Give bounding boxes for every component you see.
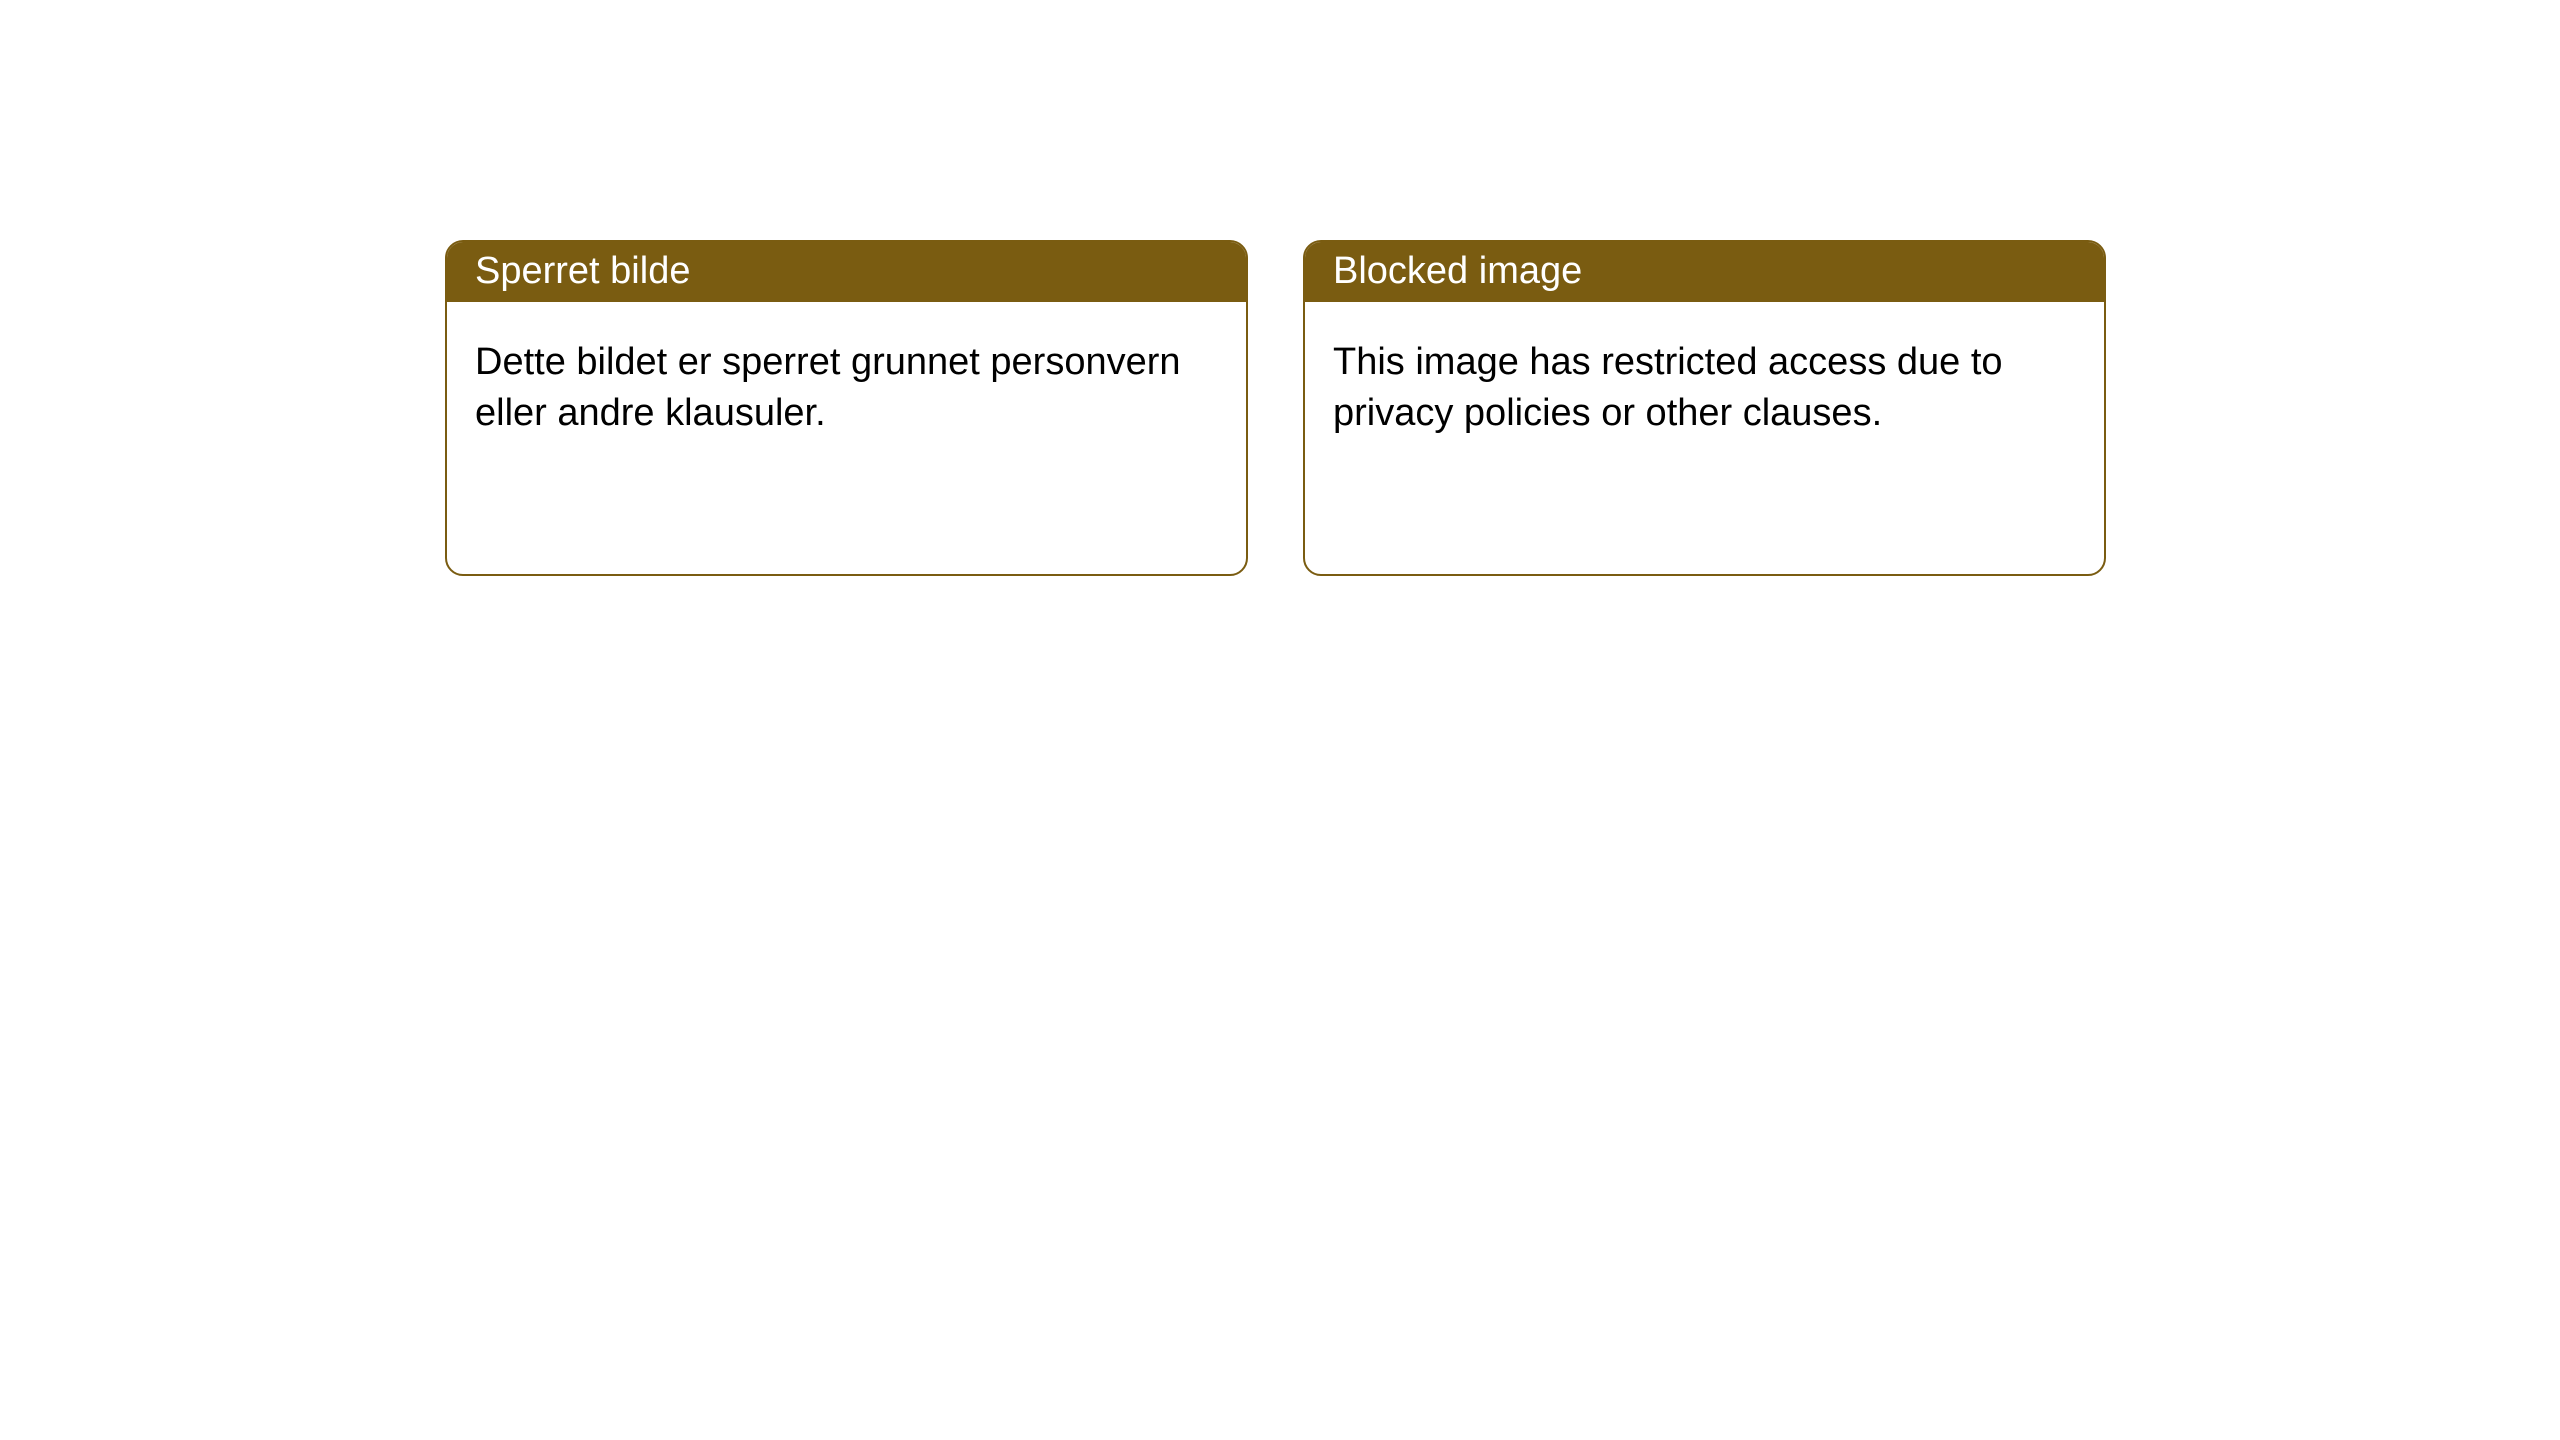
card-header-english: Blocked image	[1305, 242, 2104, 302]
card-body-text-english: This image has restricted access due to …	[1333, 341, 2003, 434]
card-body-norwegian: Dette bildet er sperret grunnet personve…	[447, 302, 1246, 475]
cards-container: Sperret bilde Dette bildet er sperret gr…	[0, 0, 2560, 576]
card-body-english: This image has restricted access due to …	[1305, 302, 2104, 475]
card-title-english: Blocked image	[1333, 250, 1582, 293]
card-english: Blocked image This image has restricted …	[1303, 240, 2106, 576]
card-header-norwegian: Sperret bilde	[447, 242, 1246, 302]
card-norwegian: Sperret bilde Dette bildet er sperret gr…	[445, 240, 1248, 576]
card-title-norwegian: Sperret bilde	[475, 250, 690, 293]
card-body-text-norwegian: Dette bildet er sperret grunnet personve…	[475, 341, 1181, 434]
